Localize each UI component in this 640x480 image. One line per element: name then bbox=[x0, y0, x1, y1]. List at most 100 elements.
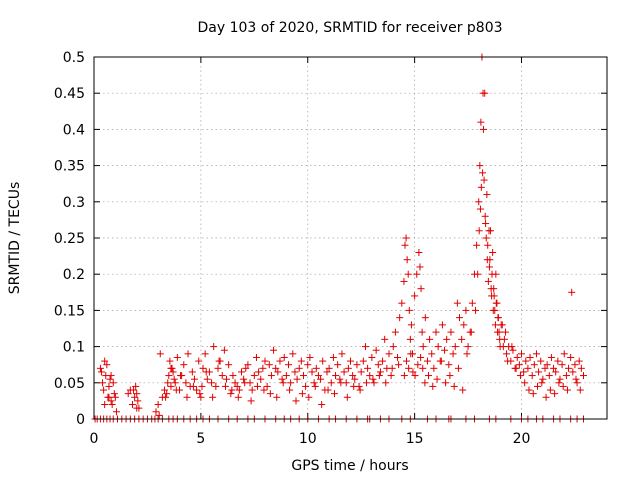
data-point bbox=[305, 393, 313, 401]
data-point bbox=[556, 375, 564, 383]
data-point bbox=[240, 375, 248, 383]
data-point bbox=[528, 372, 536, 380]
data-point bbox=[488, 270, 496, 278]
data-point bbox=[266, 390, 274, 398]
data-point bbox=[231, 379, 239, 387]
data-point bbox=[97, 368, 105, 376]
data-point bbox=[228, 386, 236, 394]
data-point bbox=[472, 306, 480, 314]
data-point bbox=[261, 357, 269, 365]
data-point bbox=[411, 292, 419, 300]
data-point bbox=[332, 372, 340, 380]
data-point bbox=[569, 368, 577, 376]
data-point bbox=[357, 368, 365, 376]
data-point bbox=[576, 386, 584, 394]
data-point bbox=[396, 314, 404, 322]
data-point bbox=[242, 364, 250, 372]
data-point bbox=[208, 379, 216, 387]
data-point bbox=[220, 346, 228, 354]
data-point bbox=[330, 390, 338, 398]
x-tick-label: 20 bbox=[513, 431, 531, 447]
data-point bbox=[182, 379, 190, 387]
data-point bbox=[552, 368, 560, 376]
data-point bbox=[395, 361, 403, 369]
data-point bbox=[285, 361, 293, 369]
data-point bbox=[398, 299, 406, 307]
data-point bbox=[304, 361, 312, 369]
data-point bbox=[489, 306, 497, 314]
data-point bbox=[542, 393, 550, 401]
data-point bbox=[363, 379, 371, 387]
data-point bbox=[441, 346, 449, 354]
data-point bbox=[311, 382, 319, 390]
data-point bbox=[550, 364, 558, 372]
data-point bbox=[103, 361, 111, 369]
data-point bbox=[494, 328, 502, 336]
data-point bbox=[524, 364, 532, 372]
data-point bbox=[518, 350, 525, 358]
data-point bbox=[289, 350, 297, 358]
data-point bbox=[437, 357, 445, 365]
data-point bbox=[214, 364, 222, 372]
data-point bbox=[432, 328, 440, 336]
data-point bbox=[575, 357, 583, 365]
data-point bbox=[344, 364, 352, 372]
data-point bbox=[538, 379, 546, 387]
data-point bbox=[497, 321, 505, 329]
data-point bbox=[477, 118, 485, 126]
data-point bbox=[225, 361, 233, 369]
y-tick-label: 0.4 bbox=[63, 122, 85, 138]
data-point bbox=[190, 375, 198, 383]
data-point bbox=[442, 379, 450, 387]
data-point bbox=[445, 361, 453, 369]
data-point bbox=[107, 372, 115, 380]
data-point bbox=[450, 382, 458, 390]
data-point bbox=[105, 382, 113, 390]
data-point bbox=[188, 368, 196, 376]
data-point bbox=[376, 368, 384, 376]
data-point bbox=[416, 263, 424, 271]
data-point bbox=[417, 353, 425, 361]
data-point bbox=[282, 372, 290, 380]
data-point bbox=[101, 357, 109, 365]
data-point bbox=[369, 375, 377, 383]
data-point bbox=[535, 368, 543, 376]
data-point bbox=[509, 346, 517, 354]
y-tick-label: 0.15 bbox=[54, 303, 85, 319]
y-tick-label: 0.45 bbox=[54, 86, 85, 102]
data-point bbox=[484, 277, 492, 285]
data-point bbox=[164, 379, 172, 387]
data-point bbox=[494, 314, 502, 322]
data-point bbox=[521, 379, 529, 387]
data-point bbox=[110, 390, 118, 398]
data-point bbox=[273, 393, 281, 401]
data-point bbox=[111, 393, 119, 401]
data-point bbox=[429, 382, 437, 390]
data-point bbox=[317, 375, 325, 383]
data-point bbox=[166, 357, 174, 365]
data-point bbox=[195, 357, 203, 365]
data-point bbox=[280, 353, 288, 361]
data-point bbox=[170, 375, 178, 383]
data-point bbox=[227, 390, 235, 398]
data-point bbox=[152, 408, 160, 416]
x-tick-label: 0 bbox=[90, 431, 99, 447]
data-point bbox=[555, 379, 563, 387]
y-tick-label: 0.3 bbox=[63, 195, 85, 211]
data-point bbox=[105, 393, 113, 401]
data-point bbox=[126, 386, 134, 394]
data-point bbox=[299, 372, 307, 380]
data-point bbox=[522, 357, 530, 365]
data-point bbox=[210, 343, 218, 351]
data-point bbox=[161, 386, 169, 394]
data-point bbox=[479, 169, 487, 177]
data-point bbox=[263, 382, 271, 390]
data-point bbox=[107, 397, 115, 405]
data-point bbox=[532, 350, 540, 358]
data-point bbox=[312, 364, 320, 372]
data-point bbox=[155, 411, 163, 419]
data-point bbox=[252, 353, 260, 361]
data-point bbox=[199, 364, 207, 372]
data-point bbox=[218, 372, 226, 380]
